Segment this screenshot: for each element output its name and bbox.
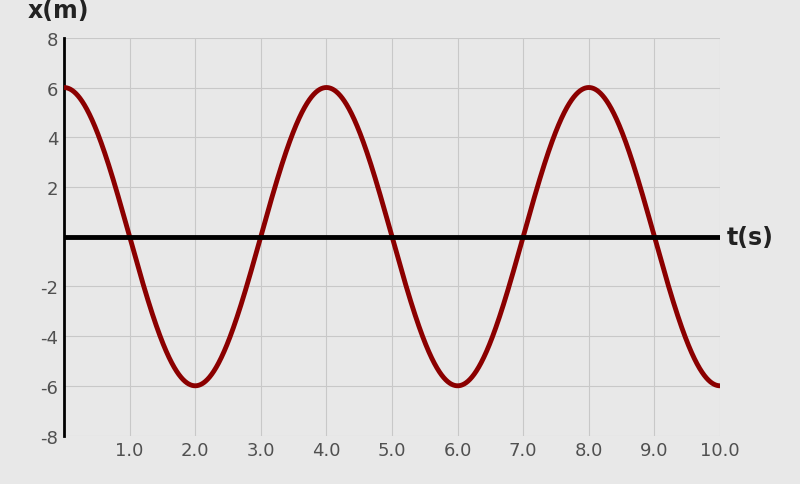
Text: x(m): x(m)	[28, 0, 90, 23]
Text: t(s): t(s)	[726, 225, 774, 249]
